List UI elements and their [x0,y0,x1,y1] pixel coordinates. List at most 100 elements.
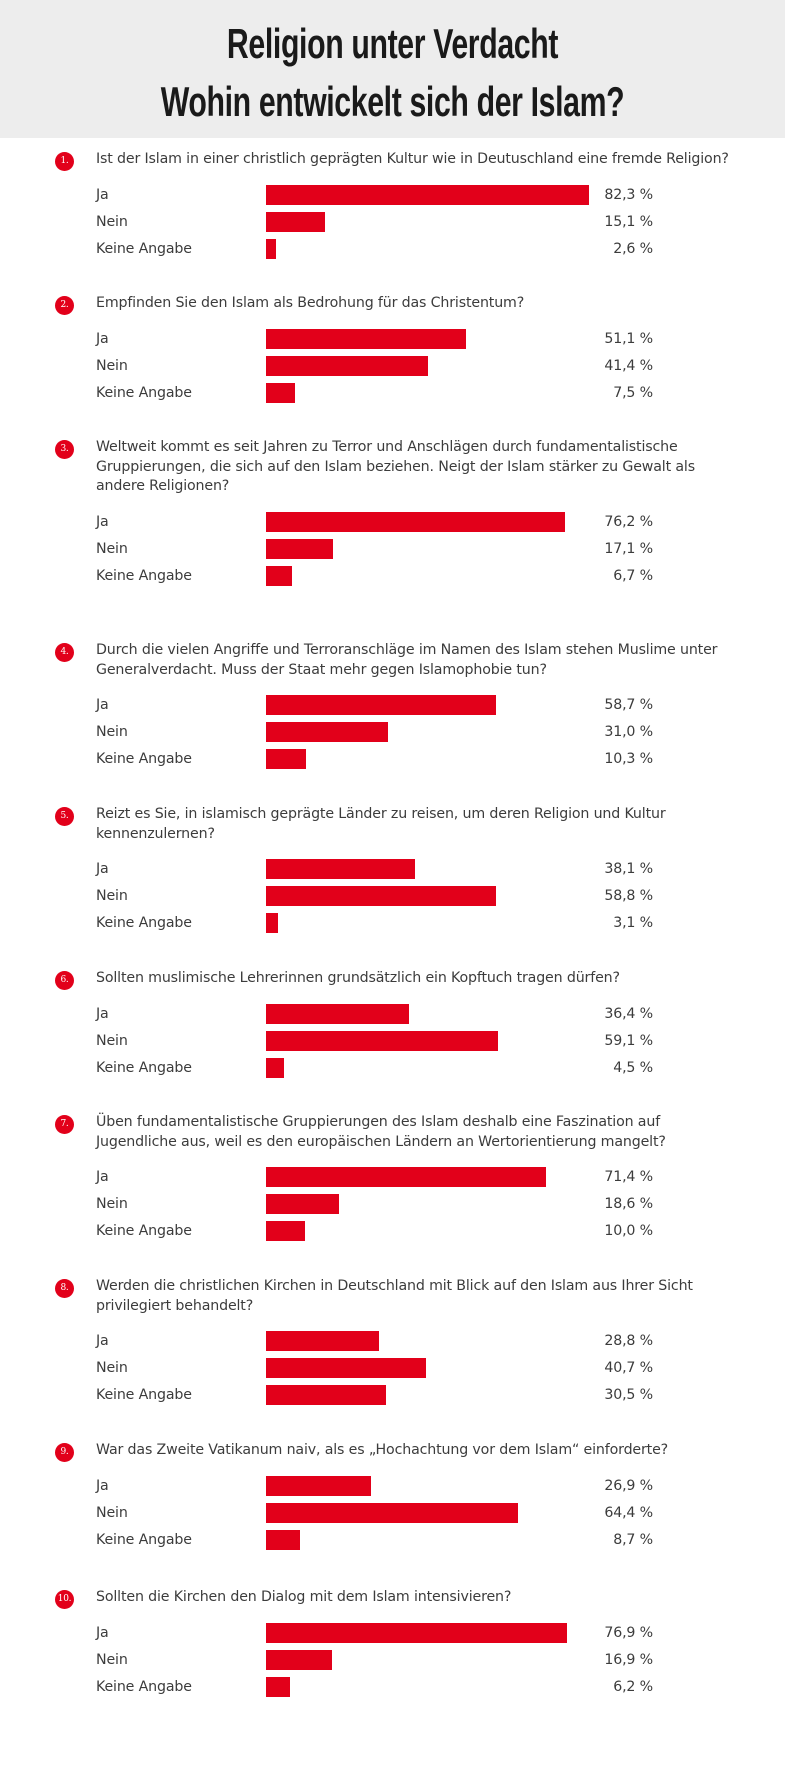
answer-percentage: 6,7 % [613,567,653,584]
answer-percentage: 26,9 % [604,1477,653,1494]
title-line-2: Wohin entwickelt sich der Islam? [160,78,625,125]
answer-row: Nein 41,4 % [96,353,736,380]
percentage-bar [266,382,295,403]
survey-question-10: 10. Sollten die Kirchen den Dialog mit d… [0,1588,736,1701]
bar-track [266,1331,606,1351]
question-number-badge: 5. [55,807,74,826]
survey-question-4: 4. Durch die vielen Angriffe und Terrora… [0,641,736,773]
percentage-bar [266,1529,300,1550]
bar-track [266,1057,606,1078]
question-number-badge: 6. [55,971,74,990]
percentage-bar [266,184,589,205]
bar-track [266,382,606,403]
bar-track [266,328,606,349]
answer-percentage: 51,1 % [604,330,653,347]
answer-label: Nein [96,357,128,374]
percentage-bar [266,1057,284,1078]
bar-track [266,749,606,769]
answer-list: Ja 71,4 % Nein 18,6 % Keine Angabe 10,0 … [96,1164,736,1245]
title-line-1: Religion unter Verdacht [226,20,559,67]
answer-label: Nein [96,540,128,557]
answer-list: Ja 38,1 % Nein 58,8 % Keine Angabe 3,1 % [96,856,736,937]
percentage-bar [266,886,496,906]
answer-label: Keine Angabe [96,915,192,931]
bar-track [266,1385,606,1405]
answer-percentage: 71,4 % [604,1169,653,1185]
answer-row: Keine Angabe 2,6 % [96,236,736,263]
answer-row: Keine Angabe 6,2 % [96,1674,736,1701]
answer-label: Nein [96,213,128,230]
percentage-bar [266,1221,305,1241]
answer-percentage: 28,8 % [604,1333,653,1349]
answer-row: Ja 82,3 % [96,182,736,209]
answer-label: Keine Angabe [96,1223,192,1239]
infographic-header: Religion unter Verdacht Wohin entwickelt… [0,0,785,138]
answer-percentage: 7,5 % [613,384,653,401]
survey-question-1: 1. Ist der Islam in einer christlich gep… [0,150,736,263]
answer-label: Keine Angabe [96,1678,192,1695]
question-text: Üben fundamentalistische Gruppierungen d… [96,1114,666,1150]
bar-track [266,1529,606,1550]
answer-percentage: 40,7 % [604,1360,653,1376]
answer-row: Ja 28,8 % [96,1328,736,1355]
bar-track [266,1003,606,1024]
answer-label: Keine Angabe [96,1059,192,1076]
answer-row: Nein 40,7 % [96,1355,736,1382]
answer-percentage: 15,1 % [604,213,653,230]
percentage-bar [266,1167,546,1187]
answer-percentage: 8,7 % [613,1531,653,1548]
bar-track [266,1676,606,1697]
answer-label: Nein [96,1360,128,1376]
answer-percentage: 38,1 % [604,861,653,877]
answer-row: Keine Angabe 10,0 % [96,1218,736,1245]
question-number-badge: 2. [55,296,74,315]
percentage-bar [266,1358,426,1378]
answer-label: Ja [96,1624,109,1641]
answer-row: Nein 31,0 % [96,719,736,746]
bar-track [266,1221,606,1241]
answer-row: Keine Angabe 7,5 % [96,380,736,407]
percentage-bar [266,1030,498,1051]
bar-track [266,238,606,259]
answer-percentage: 30,5 % [604,1387,653,1403]
answer-label: Ja [96,1169,109,1185]
question-text: Reizt es Sie, in islamisch geprägte Länd… [96,806,666,842]
bar-track [266,1030,606,1051]
survey-question-7: 7. Üben fundamentalistische Gruppierunge… [0,1113,736,1245]
answer-row: Ja 38,1 % [96,856,736,883]
answer-row: Ja 51,1 % [96,326,736,353]
answer-label: Keine Angabe [96,567,192,584]
answer-percentage: 64,4 % [604,1504,653,1521]
bar-track [266,1502,606,1523]
bar-track [266,1358,606,1378]
bar-track [266,1649,606,1670]
answer-percentage: 16,9 % [604,1651,653,1668]
answer-list: Ja 36,4 % Nein 59,1 % Keine Angabe 4,5 % [96,1001,736,1082]
bar-track [266,1167,606,1187]
answer-row: Nein 16,9 % [96,1647,736,1674]
answer-row: Ja 36,4 % [96,1001,736,1028]
percentage-bar [266,722,388,742]
percentage-bar [266,1676,290,1697]
answer-row: Keine Angabe 4,5 % [96,1055,736,1082]
answer-percentage: 10,0 % [604,1223,653,1239]
answer-percentage: 3,1 % [613,915,653,931]
answer-label: Nein [96,1032,128,1049]
answer-list: Ja 82,3 % Nein 15,1 % Keine Angabe 2,6 % [96,182,736,263]
answer-label: Keine Angabe [96,384,192,401]
bar-track [266,722,606,742]
question-text: Ist der Islam in einer christlich gepräg… [96,151,729,167]
percentage-bar [266,1385,386,1405]
percentage-bar [266,695,496,715]
answer-row: Nein 18,6 % [96,1191,736,1218]
answer-row: Ja 26,9 % [96,1473,736,1500]
answer-row: Keine Angabe 30,5 % [96,1382,736,1409]
bar-track [266,695,606,715]
answer-percentage: 4,5 % [613,1059,653,1076]
percentage-bar [266,1475,371,1496]
answer-row: Ja 76,9 % [96,1620,736,1647]
bar-track [266,886,606,906]
percentage-bar [266,538,333,559]
answer-list: Ja 76,2 % Nein 17,1 % Keine Angabe 6,7 % [96,509,736,590]
question-text: Werden die christlichen Kirchen in Deuts… [96,1278,693,1314]
